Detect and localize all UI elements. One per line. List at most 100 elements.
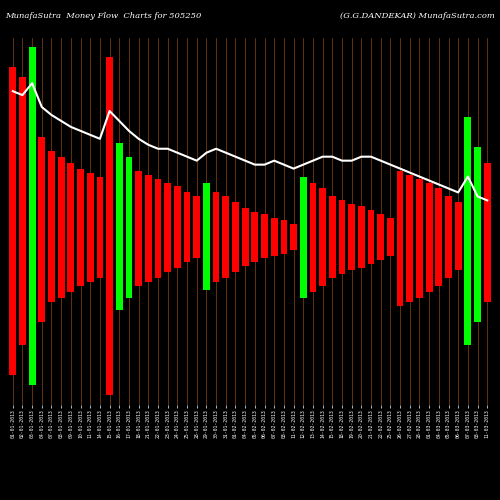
Bar <box>77 168 84 246</box>
Bar <box>484 246 490 302</box>
Bar <box>38 137 45 246</box>
Bar <box>464 246 471 346</box>
Bar <box>426 246 432 292</box>
Text: (G.G.DANDEKAR) MunafaSutra.com: (G.G.DANDEKAR) MunafaSutra.com <box>340 12 495 20</box>
Bar <box>58 246 64 298</box>
Bar <box>164 182 171 246</box>
Bar <box>319 246 326 286</box>
Bar <box>378 246 384 260</box>
Bar <box>474 147 481 246</box>
Bar <box>174 186 181 246</box>
Bar <box>445 196 452 246</box>
Bar <box>194 196 200 246</box>
Bar <box>358 206 365 246</box>
Bar <box>396 246 404 306</box>
Bar <box>310 182 316 246</box>
Bar <box>252 246 258 262</box>
Bar <box>222 246 229 278</box>
Bar <box>48 150 55 246</box>
Bar <box>48 246 55 302</box>
Bar <box>232 202 239 246</box>
Bar <box>261 246 268 258</box>
Bar <box>19 246 26 346</box>
Bar <box>436 246 442 286</box>
Bar <box>106 58 113 246</box>
Bar <box>290 224 297 246</box>
Bar <box>319 188 326 246</box>
Bar <box>68 162 74 246</box>
Bar <box>338 200 345 246</box>
Bar <box>87 246 94 282</box>
Bar <box>329 196 336 246</box>
Bar <box>396 170 404 246</box>
Bar <box>271 218 278 246</box>
Bar <box>416 178 423 246</box>
Bar <box>416 246 423 298</box>
Bar <box>68 246 74 292</box>
Bar <box>455 202 462 246</box>
Bar <box>406 246 413 302</box>
Bar <box>126 156 132 246</box>
Bar <box>28 48 35 246</box>
Bar <box>348 246 355 270</box>
Bar <box>348 204 355 246</box>
Bar <box>290 246 297 250</box>
Bar <box>58 156 64 246</box>
Bar <box>203 246 210 290</box>
Bar <box>338 246 345 274</box>
Bar <box>329 246 336 278</box>
Bar <box>10 68 16 246</box>
Bar <box>106 246 113 395</box>
Bar <box>222 196 229 246</box>
Bar <box>116 246 122 310</box>
Bar <box>368 246 374 264</box>
Bar <box>145 246 152 282</box>
Bar <box>116 143 122 246</box>
Bar <box>135 170 142 246</box>
Bar <box>212 246 220 282</box>
Bar <box>436 188 442 246</box>
Bar <box>406 174 413 246</box>
Bar <box>387 218 394 246</box>
Bar <box>310 246 316 292</box>
Bar <box>77 246 84 286</box>
Bar <box>261 214 268 246</box>
Bar <box>126 246 132 298</box>
Bar <box>184 246 190 262</box>
Bar <box>484 162 490 246</box>
Bar <box>242 246 248 266</box>
Bar <box>300 246 306 298</box>
Bar <box>445 246 452 278</box>
Bar <box>474 246 481 322</box>
Bar <box>28 246 35 385</box>
Bar <box>378 214 384 246</box>
Bar <box>300 176 306 246</box>
Bar <box>145 174 152 246</box>
Bar <box>10 246 16 375</box>
Bar <box>19 77 26 246</box>
Bar <box>426 182 432 246</box>
Bar <box>242 208 248 246</box>
Bar <box>38 246 45 322</box>
Bar <box>271 246 278 256</box>
Bar <box>184 192 190 246</box>
Text: MunafaSutra  Money Flow  Charts for 505250: MunafaSutra Money Flow Charts for 505250 <box>5 12 202 20</box>
Bar <box>464 117 471 246</box>
Bar <box>232 246 239 272</box>
Bar <box>387 246 394 256</box>
Bar <box>280 220 287 246</box>
Bar <box>368 210 374 246</box>
Bar <box>203 182 210 246</box>
Bar <box>96 176 103 246</box>
Bar <box>164 246 171 272</box>
Bar <box>87 172 94 246</box>
Bar <box>96 246 103 278</box>
Bar <box>252 212 258 246</box>
Bar <box>280 246 287 254</box>
Bar <box>174 246 181 268</box>
Bar <box>455 246 462 270</box>
Bar <box>154 246 162 278</box>
Bar <box>154 178 162 246</box>
Bar <box>212 192 220 246</box>
Bar <box>358 246 365 268</box>
